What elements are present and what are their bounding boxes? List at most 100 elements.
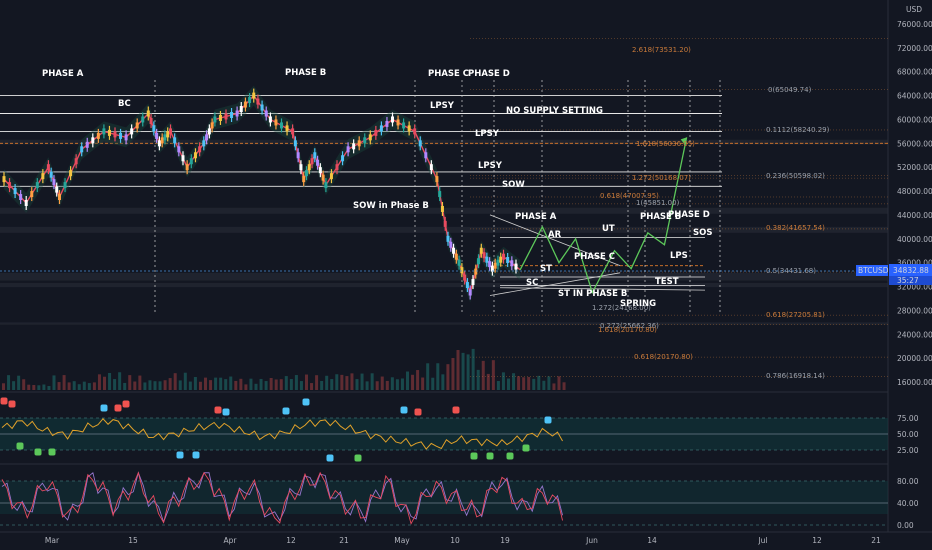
projection-line[interactable] (519, 137, 688, 295)
price-axis-label: 52000.00 (897, 163, 932, 172)
annotation-sc: SC (526, 278, 538, 288)
candle-body (499, 256, 503, 263)
rsi-signal-marker[interactable] (0, 397, 8, 405)
rsi-signal-marker[interactable] (34, 448, 42, 456)
candle-body (452, 247, 456, 254)
candle-body (193, 152, 197, 159)
time-axis-label: Jul (757, 536, 767, 545)
candle-body (124, 134, 128, 141)
candle-body (482, 252, 486, 259)
rsi-signal-marker[interactable] (506, 452, 514, 460)
price-axis-label: 24000.00 (897, 330, 932, 339)
horizontal-levels[interactable] (0, 38, 888, 377)
trend-line[interactable] (489, 272, 621, 296)
candle-body (141, 116, 145, 123)
volume-bar (491, 360, 495, 390)
volume-bar (92, 382, 96, 390)
rsi-signal-marker[interactable] (486, 452, 494, 460)
price-axis-label: 32000.00 (897, 283, 932, 292)
candle-body (324, 182, 328, 189)
fib-label: 1.272(50168.07) (632, 174, 691, 182)
rsi-signal-marker[interactable] (222, 408, 230, 416)
trend-line[interactable] (489, 214, 621, 267)
volume-bar (219, 377, 223, 390)
candle-body (299, 164, 303, 171)
volume-bar (269, 377, 273, 390)
annotation-bc: BC (118, 99, 131, 109)
volume-bar (47, 386, 51, 390)
candle-body (391, 116, 394, 123)
rsi-signal-marker[interactable] (176, 451, 184, 459)
rsi-signal-marker[interactable] (522, 444, 530, 452)
candle-body (146, 110, 150, 117)
volume-bar (375, 381, 379, 390)
range-band (0, 226, 888, 233)
volume-bar (138, 375, 142, 390)
rsi-signal-marker[interactable] (414, 408, 422, 416)
rsi-signal-marker[interactable] (326, 454, 334, 462)
rsi-signal-marker[interactable] (470, 452, 478, 460)
projection-path[interactable] (519, 137, 688, 295)
time-axis-label: 14 (647, 536, 657, 545)
candle-body (307, 164, 311, 171)
rsi-signal-marker[interactable] (544, 416, 552, 424)
stoch-pane[interactable] (0, 471, 888, 526)
rsi-signal-marker[interactable] (100, 404, 108, 412)
candle-body (485, 256, 489, 263)
rsi-signal-marker[interactable] (122, 400, 130, 408)
rsi-line[interactable] (1, 417, 563, 450)
fib-label: 1.272(24168.00) (592, 304, 651, 312)
trend-line[interactable] (499, 287, 706, 291)
volume-bar (82, 381, 86, 390)
rsi-signal-marker[interactable] (354, 454, 362, 462)
candle-body (8, 182, 12, 189)
rsi-signal-marker[interactable] (400, 406, 408, 414)
price-series[interactable] (2, 85, 521, 303)
annotation-st-in-phase-b: ST IN PHASE B (558, 289, 627, 299)
range-bands (0, 139, 888, 325)
rsi-signal-marker[interactable] (302, 398, 310, 406)
candle-body (293, 140, 297, 147)
volume-bar (254, 383, 258, 390)
volume-bar (406, 371, 409, 390)
rsi-signal-marker[interactable] (16, 442, 24, 450)
rsi-signal-marker[interactable] (192, 451, 200, 459)
volume-bar (193, 377, 197, 390)
candle-body (49, 171, 53, 178)
fib-label: 0.382(41657.54) (766, 224, 825, 232)
rsi-signal-marker[interactable] (452, 406, 460, 414)
annotation-lps: LPS (670, 251, 688, 261)
candle-body (2, 176, 6, 183)
volume-bar (188, 381, 192, 390)
rsi-signal-marker[interactable] (114, 404, 122, 412)
rsi-pane[interactable] (0, 397, 888, 462)
rsi-axis-label: 50.00 (897, 430, 919, 439)
stoch-k-line[interactable] (1, 471, 563, 524)
rsi-signal-marker[interactable] (214, 406, 222, 414)
price-axis-label: 28000.00 (897, 306, 932, 315)
rsi-signal-marker[interactable] (8, 400, 16, 408)
fib-label: 1.618(56036.05) (636, 140, 695, 148)
candle-body (502, 253, 505, 260)
volume-bar (542, 380, 546, 390)
stoch-d-line[interactable] (1, 471, 563, 525)
time-axis[interactable]: Mar 15 Apr 12 21 May 10 19 Jun 14 Jul 12 21 (45, 536, 881, 545)
time-axis-label: May (394, 536, 410, 545)
volume-bar (244, 384, 248, 390)
price-axis-label: 36000.00 (897, 259, 932, 268)
price-axis[interactable]: 76000.00 72000.00 68000.00 64000.00 60000.00… (897, 20, 932, 387)
volume-bar (239, 378, 243, 390)
volume-bar (158, 381, 162, 390)
rsi-signal-marker[interactable] (48, 448, 56, 456)
current-price-tag[interactable]: BTCUSD 34832.88 35:27 (0, 264, 932, 285)
volume-bar (370, 373, 374, 390)
volume-bar (294, 375, 298, 390)
price-axis-label: 60000.00 (897, 115, 932, 124)
volume-bar (340, 374, 344, 390)
volume-bar (72, 381, 76, 390)
fib-label: 1.618(20170.80) (598, 326, 657, 334)
volume-bar (512, 373, 516, 390)
volume-bar (557, 376, 561, 390)
rsi-signal-marker[interactable] (282, 407, 290, 415)
